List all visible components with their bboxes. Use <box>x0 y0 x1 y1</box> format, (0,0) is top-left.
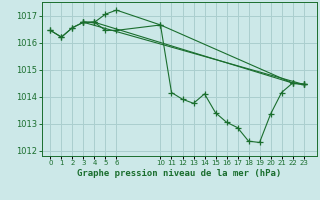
X-axis label: Graphe pression niveau de la mer (hPa): Graphe pression niveau de la mer (hPa) <box>77 169 281 178</box>
